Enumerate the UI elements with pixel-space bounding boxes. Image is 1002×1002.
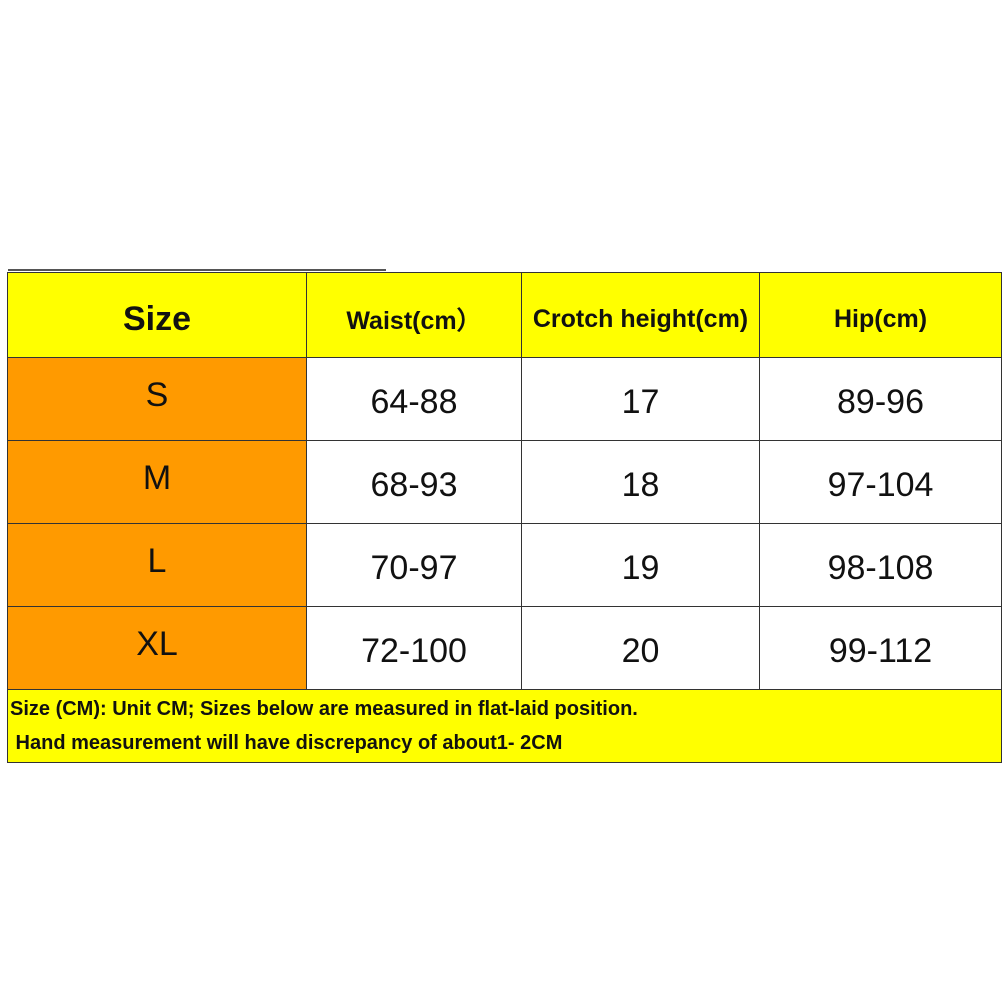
size-cell: L <box>7 523 307 607</box>
crotch-cell: 17 <box>521 357 760 441</box>
notes-cell: Size (CM): Unit CM; Sizes below are meas… <box>7 689 1002 763</box>
hip-cell: 98-108 <box>759 523 1002 607</box>
note-line-2: Hand measurement will have discrepancy o… <box>10 732 563 754</box>
table-row: M 68-93 18 97-104 <box>7 440 1002 524</box>
crotch-cell: 18 <box>521 440 760 524</box>
header-waist: Waist(cm） <box>306 272 522 358</box>
notes-row: Size (CM): Unit CM; Sizes below are meas… <box>7 689 1002 763</box>
crotch-cell: 19 <box>521 523 760 607</box>
note-line-1: Size (CM): Unit CM; Sizes below are meas… <box>10 698 638 720</box>
hip-cell: 99-112 <box>759 606 1002 690</box>
size-cell: M <box>7 440 307 524</box>
crotch-cell: 20 <box>521 606 760 690</box>
waist-cell: 68-93 <box>306 440 522 524</box>
table-row: S 64-88 17 89-96 <box>7 357 1002 441</box>
table-row: L 70-97 19 98-108 <box>7 523 1002 607</box>
table-row: XL 72-100 20 99-112 <box>7 606 1002 690</box>
hip-cell: 89-96 <box>759 357 1002 441</box>
waist-cell: 72-100 <box>306 606 522 690</box>
header-row: Size Waist(cm） Crotch height(cm) Hip(cm) <box>7 272 1002 358</box>
size-cell: XL <box>7 606 307 690</box>
size-chart-table: Size Waist(cm） Crotch height(cm) Hip(cm)… <box>7 272 1002 763</box>
header-size: Size <box>7 272 307 358</box>
hip-cell: 97-104 <box>759 440 1002 524</box>
header-hip: Hip(cm) <box>759 272 1002 358</box>
header-crotch-height: Crotch height(cm) <box>521 272 760 358</box>
waist-cell: 64-88 <box>306 357 522 441</box>
waist-cell: 70-97 <box>306 523 522 607</box>
top-rule <box>8 269 386 271</box>
size-cell: S <box>7 357 307 441</box>
